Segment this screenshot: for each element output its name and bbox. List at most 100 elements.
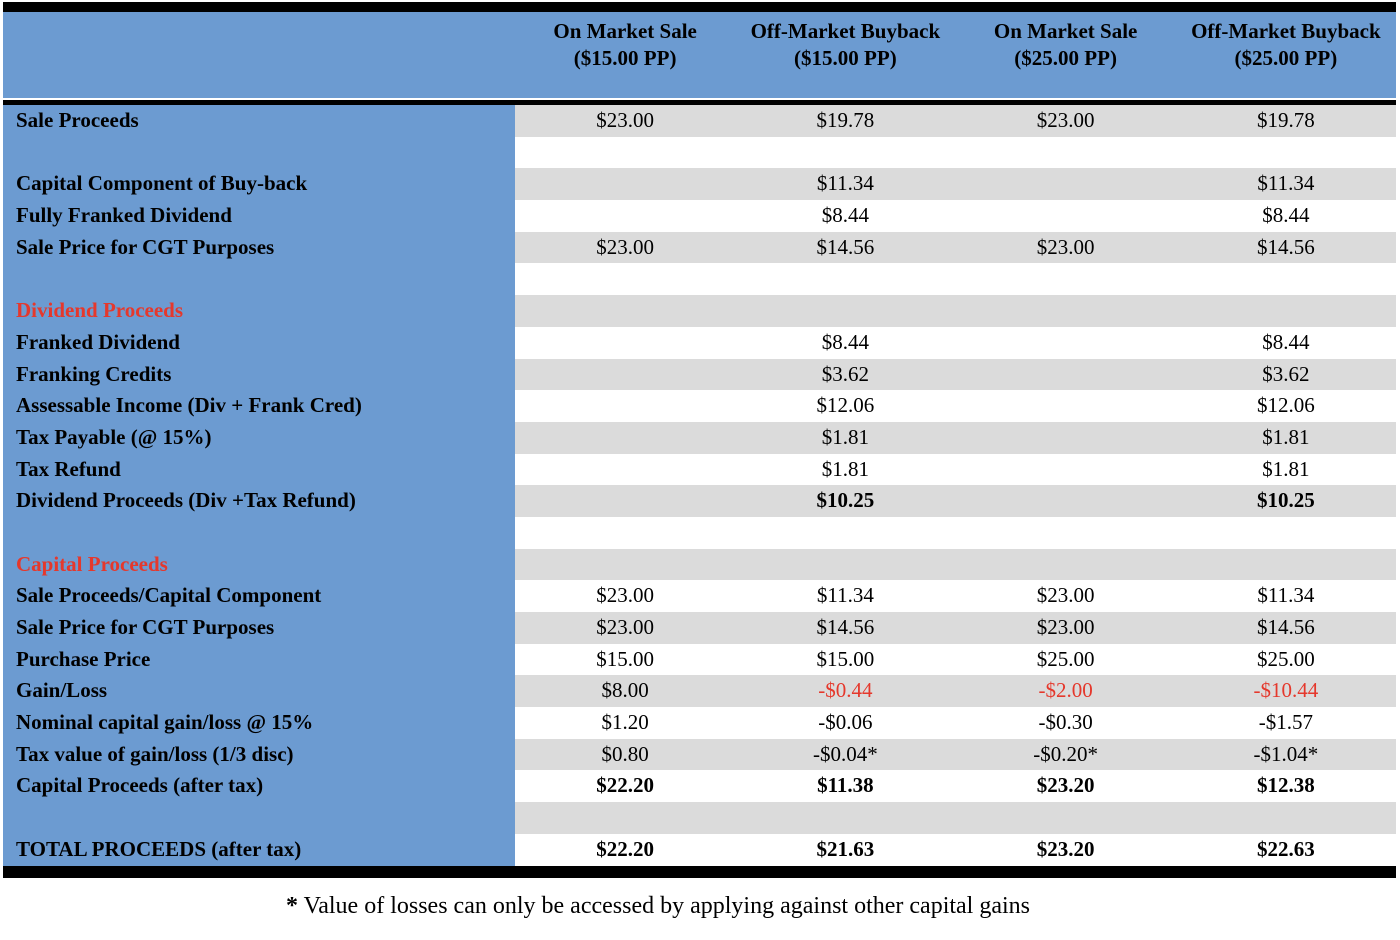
row-values: $1.81 $1.81 xyxy=(515,421,1396,454)
value-cell xyxy=(956,454,1176,486)
row-values: $8.00 -$0.44 -$2.00 -$10.44 xyxy=(515,675,1396,708)
value-cell xyxy=(956,390,1176,422)
value-cell xyxy=(956,295,1176,327)
value-cell xyxy=(735,549,955,581)
value-cell: -$0.30 xyxy=(1038,710,1093,735)
value-cell xyxy=(956,263,1176,295)
table-row: Sale Proceeds/Capital Component $23.00 $11… xyxy=(3,580,1396,612)
value-cell: $23.00 xyxy=(596,234,654,259)
table-row: TOTAL PROCEEDS (after tax) $22.20 $21.63 $2… xyxy=(3,833,1396,866)
table-row: Gain/Loss $8.00 -$0.44 -$2.00 -$10.44 xyxy=(3,675,1396,708)
value-cell xyxy=(1176,549,1396,581)
row-label: Sale Proceeds xyxy=(3,105,515,137)
value-cell xyxy=(956,359,1176,391)
header-label-spacer xyxy=(3,12,515,98)
value-cell xyxy=(515,390,735,422)
value-cell xyxy=(956,422,1176,454)
row-label: Tax Refund xyxy=(3,453,515,486)
value-cell: $1.81 xyxy=(1262,456,1310,481)
value-cell xyxy=(735,802,955,834)
row-values: $23.00 $14.56 $23.00 $14.56 xyxy=(515,231,1396,264)
value-cell: $23.00 xyxy=(1036,583,1095,608)
value-cell: $8.44 xyxy=(821,329,869,354)
value-cell: $14.56 xyxy=(816,615,875,639)
blank-row xyxy=(3,516,1396,549)
row-label: Gain/Loss xyxy=(3,675,515,708)
row-values: $15.00 $15.00 $25.00 $25.00 xyxy=(515,644,1396,676)
value-cell xyxy=(515,168,735,200)
table-row: Purchase Price $15.00 $15.00 $25.00 $25.00 xyxy=(3,643,1396,676)
value-cell xyxy=(1176,517,1396,549)
row-label: Purchase Price xyxy=(3,643,515,676)
row-label xyxy=(3,516,515,549)
value-cell: $1.20 xyxy=(601,710,649,735)
value-cell: $21.63 xyxy=(816,836,875,861)
value-cell: $23.20 xyxy=(1036,836,1095,861)
blank-row xyxy=(3,263,1396,296)
value-cell: $11.34 xyxy=(816,171,874,196)
row-label xyxy=(3,136,515,169)
value-cell: -$0.06 xyxy=(818,710,873,735)
value-cell: -$1.57 xyxy=(1258,710,1313,735)
value-cell: $23.00 xyxy=(1036,615,1095,639)
table-row: Tax Refund $1.81 $1.81 xyxy=(3,453,1396,486)
table-row: Franking Credits $3.62 $3.62 xyxy=(3,358,1396,391)
value-cell: $8.44 xyxy=(821,203,869,228)
value-cell: -$1.04* xyxy=(1253,741,1319,766)
table-row: Capital Component of Buy-back $11.34 $11.3… xyxy=(3,168,1396,201)
table-row: Franked Dividend $8.44 $8.44 xyxy=(3,326,1396,359)
table-body: Sale Proceeds $23.00 $19.78 $23.00 $19.78 Cap… xyxy=(3,105,1396,866)
row-values xyxy=(515,137,1396,169)
row-values xyxy=(515,548,1396,581)
row-label: Sale Proceeds/Capital Component xyxy=(3,580,515,612)
value-cell: $12.06 xyxy=(1257,393,1315,418)
value-cell: $23.00 xyxy=(596,615,654,639)
value-cell xyxy=(956,200,1176,232)
row-label: Nominal capital gain/loss @ 15% xyxy=(3,707,515,739)
row-label: Franked Dividend xyxy=(3,326,515,359)
value-cell: -$0.44 xyxy=(818,678,873,703)
value-cell: -$10.44 xyxy=(1253,678,1319,703)
header-gap xyxy=(3,98,1396,100)
value-cell xyxy=(515,327,735,359)
value-cell xyxy=(735,137,955,169)
value-cell xyxy=(515,802,735,834)
value-cell xyxy=(515,422,735,454)
value-cell: $12.38 xyxy=(1257,773,1315,798)
value-cell: $11.38 xyxy=(817,773,874,798)
value-cell: $14.56 xyxy=(816,234,875,259)
row-values: $23.00 $14.56 $23.00 $14.56 xyxy=(515,612,1396,644)
value-cell xyxy=(735,517,955,549)
table-row: Tax Payable (@ 15%) $1.81 $1.81 xyxy=(3,421,1396,454)
blank-row xyxy=(3,136,1396,169)
value-cell: $22.20 xyxy=(596,836,654,861)
table-row: Dividend Proceeds xyxy=(3,295,1396,327)
value-cell: $8.44 xyxy=(1262,329,1310,354)
table-row: Assessable Income (Div + Frank Cred) $12.… xyxy=(3,390,1396,422)
table-row: Sale Price for CGT Purposes $23.00 $14.56 $… xyxy=(3,231,1396,264)
column-header: On Market Sale ($15.00 PP) xyxy=(553,19,697,70)
value-cell xyxy=(515,200,735,232)
value-cell xyxy=(1176,263,1396,295)
row-values: $22.20 $21.63 $23.20 $22.63 xyxy=(515,834,1396,866)
table-row: Nominal capital gain/loss @ 15% $1.20 -$0.… xyxy=(3,707,1396,739)
value-cell: $10.25 xyxy=(816,488,875,513)
row-values: $8.44 $8.44 xyxy=(515,327,1396,359)
row-values: $23.00 $19.78 $23.00 $19.78 xyxy=(515,105,1396,137)
value-cell: $1.81 xyxy=(821,456,869,481)
value-cell xyxy=(1176,295,1396,327)
table-row: Capital Proceeds xyxy=(3,548,1396,581)
value-cell xyxy=(735,295,955,327)
value-cell xyxy=(956,517,1176,549)
value-cell: $23.00 xyxy=(596,583,654,608)
value-cell xyxy=(1176,802,1396,834)
value-cell: $3.62 xyxy=(1262,361,1310,386)
row-values: $22.20 $11.38 $23.20 $12.38 xyxy=(515,770,1396,802)
row-label: Sale Price for CGT Purposes xyxy=(3,231,515,264)
row-values xyxy=(515,517,1396,549)
value-cell xyxy=(1176,137,1396,169)
value-cell xyxy=(956,485,1176,517)
value-cell: $23.20 xyxy=(1036,773,1095,798)
value-cell: $23.00 xyxy=(596,108,654,132)
row-values: $3.62 $3.62 xyxy=(515,358,1396,391)
